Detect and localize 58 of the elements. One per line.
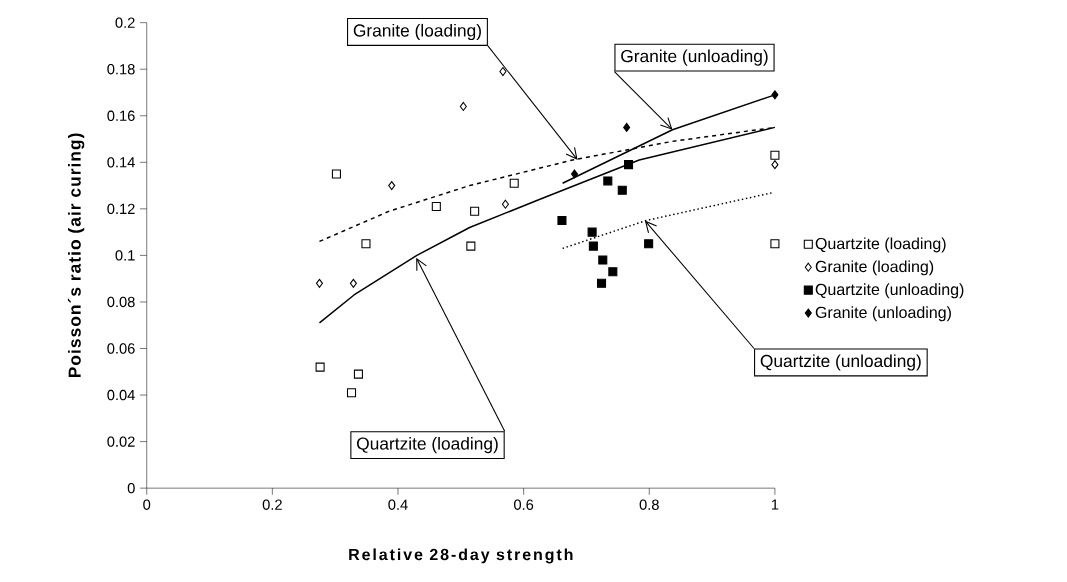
x-tick-label: 0.2 [262, 499, 282, 510]
y-tick-label: 0.02 [107, 436, 135, 447]
x-tick-label: 0.4 [388, 499, 408, 510]
point [587, 227, 597, 237]
y-tick-label: 0.04 [107, 389, 135, 401]
point [315, 278, 324, 288]
point [771, 160, 779, 170]
point [588, 241, 598, 251]
legend-label: Granite (loading) [815, 260, 934, 276]
point [770, 150, 780, 160]
point [617, 185, 627, 195]
point [349, 278, 357, 288]
point [501, 199, 509, 209]
y-tick-label: 0.14 [107, 157, 135, 168]
annotation: Granite (unloading) [621, 49, 768, 66]
y-tick-label: 0.16 [107, 110, 135, 121]
point [509, 178, 519, 188]
annotation: Quartzite (loading) [357, 436, 498, 454]
point [346, 388, 357, 398]
x-tick-label: 0 [143, 499, 151, 510]
point [624, 160, 634, 170]
point [557, 215, 567, 225]
point [608, 267, 618, 277]
annotation: Granite (loading) [353, 23, 481, 40]
legend-label: Quartzite (unloading) [815, 283, 964, 299]
point [623, 122, 631, 132]
legend-label: Quartzite (loading) [815, 237, 946, 253]
x-tick-label: 1 [771, 499, 779, 510]
point [331, 169, 341, 179]
point [570, 169, 579, 179]
y-tick-label: 0 [127, 482, 135, 494]
x-tick-label: 0.8 [639, 499, 659, 510]
annotation: Quartzite (unloading) [760, 354, 921, 371]
point [315, 362, 325, 372]
point [388, 180, 396, 191]
point [470, 206, 480, 216]
point [644, 239, 654, 249]
x-tick-label: 0.6 [514, 499, 534, 510]
point [466, 241, 476, 251]
x-axis-title: Relative 28-day strength [349, 548, 573, 564]
y-tick-label: 0.06 [107, 343, 135, 354]
point [459, 101, 467, 111]
legend-label: Granite (unloading) [815, 306, 951, 322]
point [596, 278, 607, 288]
point [499, 66, 507, 77]
point [770, 239, 780, 249]
y-axis-title: Poisson´s ratio (air curing) [67, 133, 85, 377]
y-tick-label: 0.12 [107, 203, 135, 214]
point [771, 90, 779, 100]
point [603, 176, 613, 186]
y-tick-label: 0.1 [115, 250, 135, 261]
point [598, 255, 608, 265]
point [361, 239, 371, 249]
point [431, 201, 441, 211]
y-tick-label: 0.2 [115, 17, 135, 28]
y-tick-label: 0.18 [107, 63, 135, 75]
y-tick-label: 0.08 [107, 296, 135, 308]
point [353, 369, 363, 379]
